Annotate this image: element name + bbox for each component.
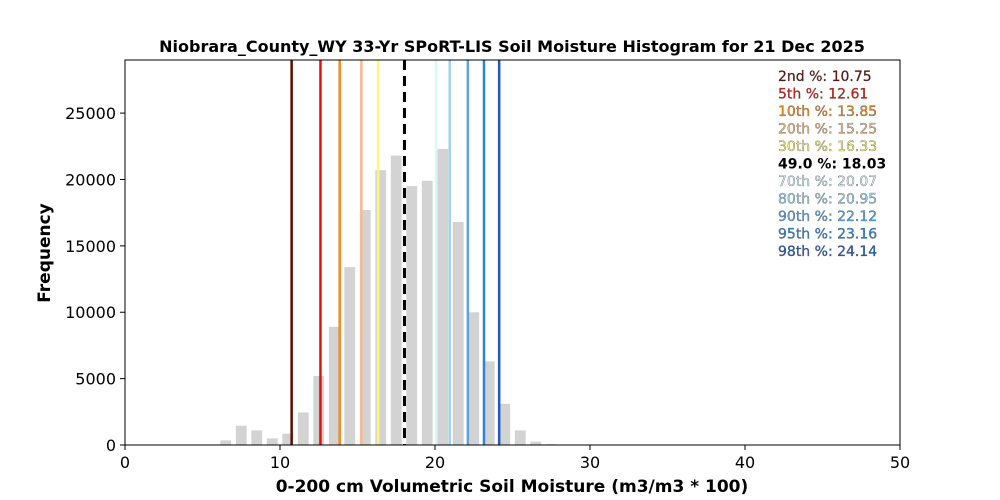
percentile-label: 30th % bbox=[778, 139, 828, 155]
histogram-bars bbox=[220, 148, 557, 445]
histogram-bar bbox=[328, 326, 340, 445]
percentile-legend-entry: 70th %: 20.07 bbox=[778, 174, 877, 190]
percentile-value: : 20.95 bbox=[828, 192, 877, 208]
percentile-label: 5th % bbox=[778, 87, 819, 103]
y-tick-label: 15000 bbox=[65, 237, 116, 256]
percentile-value: : 23.16 bbox=[828, 227, 877, 243]
x-axis-label: 0-200 cm Volumetric Soil Moisture (m3/m3… bbox=[276, 477, 749, 497]
histogram-bar bbox=[359, 210, 371, 445]
x-tick-label: 10 bbox=[270, 453, 290, 472]
histogram-bar bbox=[406, 186, 418, 445]
percentile-label: 2nd % bbox=[778, 69, 822, 85]
y-tick-label: 5000 bbox=[75, 370, 116, 389]
percentile-label: 20th % bbox=[778, 122, 828, 138]
histogram-bar bbox=[235, 425, 247, 445]
y-tick-label: 10000 bbox=[65, 303, 116, 322]
percentile-legend-entry: 95th %: 23.16 bbox=[778, 227, 877, 243]
histogram-bar bbox=[344, 267, 356, 445]
histogram-bar bbox=[375, 170, 387, 445]
plot-frame bbox=[124, 59, 901, 446]
y-tick-label: 20000 bbox=[65, 170, 116, 189]
histogram-bar bbox=[468, 312, 480, 445]
percentile-legend-entry: 98th %: 24.14 bbox=[778, 244, 877, 260]
percentile-label: 98th % bbox=[778, 244, 828, 260]
percentile-legend-entry: 5th %: 12.61 bbox=[778, 87, 868, 103]
percentile-value: : 13.85 bbox=[828, 104, 877, 120]
x-tick-label: 50 bbox=[890, 453, 910, 472]
histogram-bar bbox=[483, 361, 495, 445]
percentile-label: 95th % bbox=[778, 227, 828, 243]
percentile-legend-entry: 30th %: 16.33 bbox=[778, 139, 877, 155]
x-axis-ticks: 0 10 20 30 40 50 bbox=[120, 445, 910, 472]
y-tick-label: 0 bbox=[106, 436, 116, 455]
percentile-value: : 16.33 bbox=[828, 139, 877, 155]
percentile-legend-entry: 49.0 %: 18.03 bbox=[778, 157, 886, 173]
histogram-bar bbox=[437, 148, 449, 445]
histogram-bar bbox=[499, 403, 511, 445]
percentile-lines bbox=[290, 60, 501, 445]
y-axis-label: Frequency bbox=[35, 203, 55, 303]
histogram-bar bbox=[266, 438, 278, 445]
percentile-legend-entry: 20th %: 15.25 bbox=[778, 122, 877, 138]
percentile-value: : 18.03 bbox=[831, 157, 886, 173]
histogram-bar bbox=[530, 441, 542, 445]
percentile-value: : 12.61 bbox=[819, 87, 868, 103]
histogram-bar bbox=[421, 180, 433, 445]
percentile-label: 10th % bbox=[778, 104, 828, 120]
percentile-value: : 22.12 bbox=[828, 209, 877, 225]
y-tick-label: 25000 bbox=[65, 104, 116, 123]
percentile-label: 49.0 % bbox=[778, 157, 831, 173]
percentile-legend-entry: 90th %: 22.12 bbox=[778, 209, 877, 225]
percentile-value: : 24.14 bbox=[828, 244, 877, 260]
x-tick-label: 40 bbox=[735, 453, 755, 472]
histogram-bar bbox=[514, 430, 526, 445]
histogram-bar bbox=[390, 155, 402, 445]
chart-title: Niobrara_County_WY 33-Yr SPoRT-LIS Soil … bbox=[159, 37, 865, 56]
histogram-bar bbox=[282, 433, 294, 445]
histogram-bar bbox=[452, 221, 464, 445]
percentile-legend-entry: 2nd %: 10.75 bbox=[778, 69, 872, 85]
histogram-bar bbox=[297, 412, 309, 445]
percentile-label: 70th % bbox=[778, 174, 828, 190]
percentile-legend-entry: 80th %: 20.95 bbox=[778, 192, 877, 208]
percentile-label: 90th % bbox=[778, 209, 828, 225]
histogram-bar bbox=[313, 375, 325, 445]
x-tick-label: 0 bbox=[120, 453, 130, 472]
percentile-legend-entry: 10th %: 13.85 bbox=[778, 104, 877, 120]
y-axis-ticks: 0 5000 10000 15000 20000 25000 bbox=[65, 104, 125, 455]
percentile-value: : 10.75 bbox=[822, 69, 871, 85]
percentile-label: 80th % bbox=[778, 192, 828, 208]
x-tick-label: 20 bbox=[425, 453, 445, 472]
percentile-value: : 15.25 bbox=[828, 122, 877, 138]
histogram-bar bbox=[251, 430, 263, 445]
x-tick-label: 30 bbox=[580, 453, 600, 472]
histogram-bar bbox=[220, 440, 232, 445]
percentile-value: : 20.07 bbox=[828, 174, 877, 190]
